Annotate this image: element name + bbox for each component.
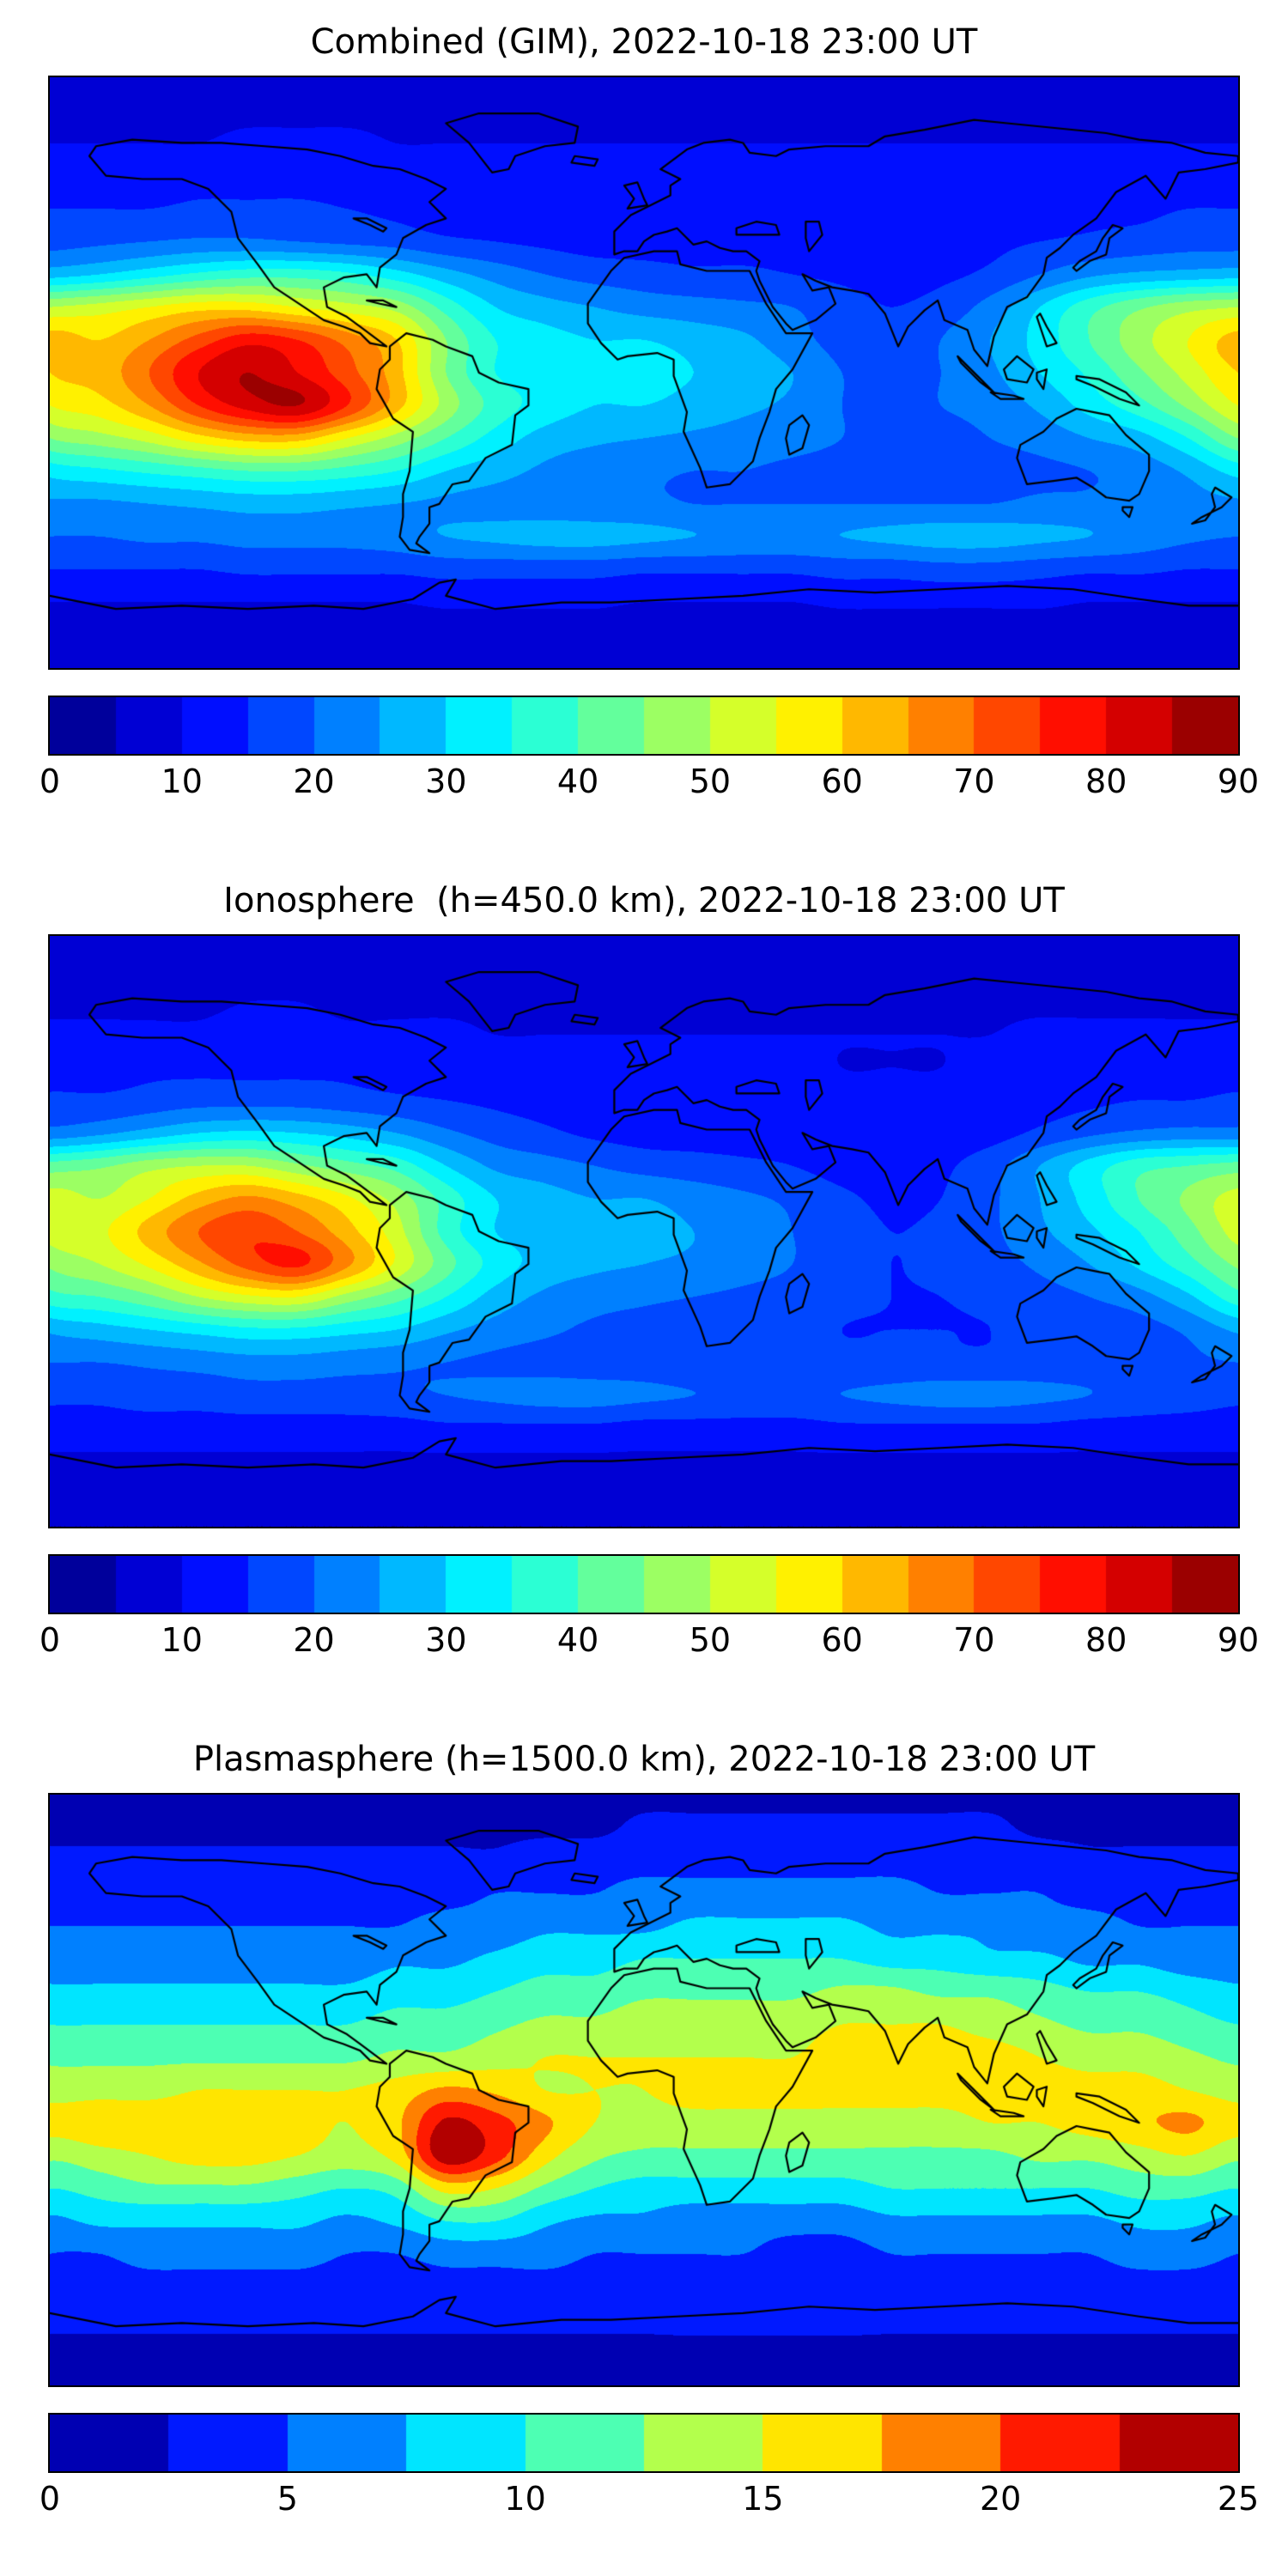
colorbar-tick-label: 40 — [556, 1621, 599, 1659]
map-frame-ionosphere — [48, 934, 1240, 1528]
colorbar-tick-label: 50 — [689, 762, 732, 800]
colorbar-tick-label: 5 — [276, 2480, 298, 2518]
colorbar-canvas-ionosphere — [50, 1556, 1238, 1613]
colorbar-ticks-plasmasphere: 0 5 10 15 20 25 — [39, 2480, 1259, 2521]
panel-plasmasphere: Plasmasphere (h=1500.0 km), 2022-10-18 2… — [0, 1717, 1288, 2576]
panel-title-combined: Combined (GIM), 2022-10-18 23:00 UT — [310, 22, 978, 62]
colorbar-tick-label: 15 — [742, 2480, 784, 2518]
colorbar-frame-plasmasphere — [48, 2413, 1240, 2473]
panel-combined-gim: Combined (GIM), 2022-10-18 23:00 UT 0 10 2… — [0, 0, 1288, 859]
colorbar-tick-label: 80 — [1085, 762, 1127, 800]
colorbar-tick-label: 30 — [425, 1621, 467, 1659]
colorbar-tick-label: 0 — [39, 762, 61, 800]
colorbar-tick-label: 20 — [980, 2480, 1022, 2518]
colorbar-ticks-combined: 0 10 20 30 40 50 60 70 80 90 — [39, 762, 1259, 804]
world-tec-map-canvas-combined — [50, 77, 1238, 668]
map-frame-combined — [48, 76, 1240, 670]
colorbar-tick-label: 60 — [821, 1621, 863, 1659]
colorbar-tick-label: 90 — [1217, 762, 1260, 800]
colorbar-tick-label: 70 — [953, 1621, 995, 1659]
colorbar-frame-combined — [48, 696, 1240, 756]
map-frame-plasmasphere — [48, 1793, 1240, 2387]
colorbar-tick-label: 20 — [293, 762, 335, 800]
colorbar-tick-label: 10 — [504, 2480, 546, 2518]
colorbar-tick-label: 10 — [161, 762, 203, 800]
world-tec-map-canvas-ionosphere — [50, 936, 1238, 1527]
colorbar-tick-label: 40 — [556, 762, 599, 800]
colorbar-frame-ionosphere — [48, 1554, 1240, 1614]
colorbar-ticks-ionosphere: 0 10 20 30 40 50 60 70 80 90 — [39, 1621, 1259, 1662]
colorbar-tick-label: 0 — [39, 1621, 61, 1659]
colorbar-tick-label: 25 — [1217, 2480, 1260, 2518]
panel-ionosphere: Ionosphere (h=450.0 km), 2022-10-18 23:0… — [0, 859, 1288, 1717]
colorbar-tick-label: 10 — [161, 1621, 203, 1659]
colorbar-tick-label: 70 — [953, 762, 995, 800]
colorbar-tick-label: 20 — [293, 1621, 335, 1659]
world-tec-map-canvas-plasmasphere — [50, 1795, 1238, 2385]
colorbar-tick-label: 80 — [1085, 1621, 1127, 1659]
panel-title-plasmasphere: Plasmasphere (h=1500.0 km), 2022-10-18 2… — [192, 1740, 1096, 1779]
colorbar-tick-label: 0 — [39, 2480, 61, 2518]
colorbar-tick-label: 90 — [1217, 1621, 1260, 1659]
colorbar-canvas-combined — [50, 697, 1238, 754]
colorbar-tick-label: 30 — [425, 762, 467, 800]
colorbar-canvas-plasmasphere — [50, 2415, 1238, 2471]
colorbar-tick-label: 60 — [821, 762, 863, 800]
colorbar-tick-label: 50 — [689, 1621, 732, 1659]
panel-title-ionosphere: Ionosphere (h=450.0 km), 2022-10-18 23:0… — [223, 881, 1065, 920]
